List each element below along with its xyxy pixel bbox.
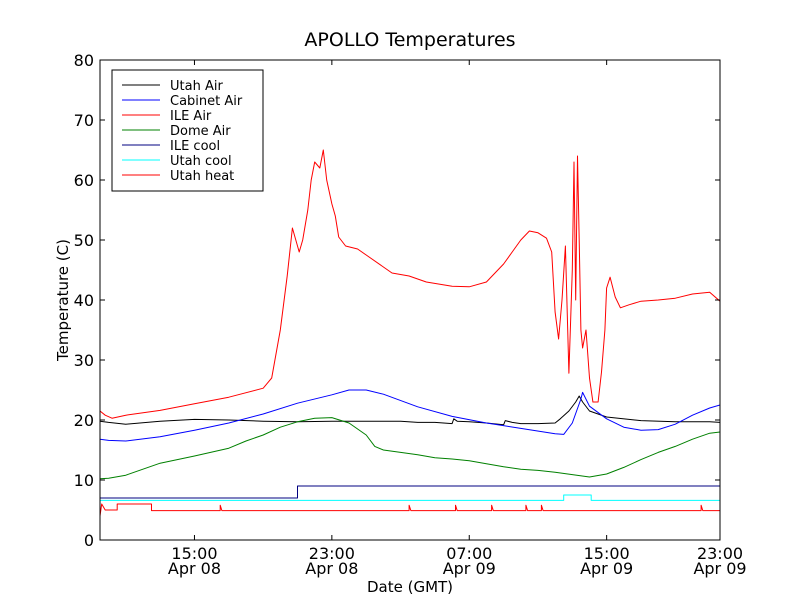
series-line-cabinet-air — [100, 389, 720, 442]
plot-frame — [99, 59, 721, 541]
series-line-utah-heat — [100, 503, 720, 517]
y-tick-label: 80 — [74, 51, 94, 70]
legend-label: Utah Air — [170, 79, 223, 94]
series-layer — [100, 149, 720, 517]
y-tick-label: 30 — [74, 351, 94, 370]
series-line-utah-cool — [100, 494, 720, 501]
y-axis-label: Temperature (C) — [54, 239, 72, 362]
x-tick-label-date: Apr 09 — [443, 559, 496, 578]
x-tick-label-time: 15:00 — [171, 544, 217, 563]
y-ticks: 0 10 20 30 40 50 60 70 80 — [74, 51, 720, 550]
y-tick-label: 60 — [74, 171, 94, 190]
x-tick-label-time: 07:00 — [446, 544, 492, 563]
chart-title: APOLLO Temperatures — [304, 29, 515, 51]
legend-label: ILE Air — [170, 109, 212, 124]
x-tick-label-time: 23:00 — [697, 544, 743, 563]
y-tick-label: 0 — [84, 531, 94, 550]
legend-label: Cabinet Air — [170, 94, 243, 109]
series-line-dome-air — [100, 417, 720, 480]
y-tick-label: 50 — [74, 231, 94, 250]
x-tick-label-date: Apr 09 — [693, 559, 746, 578]
x-tick-label-date: Apr 08 — [168, 559, 221, 578]
x-tick-label-time: 15:00 — [584, 544, 630, 563]
legend-label: Dome Air — [170, 124, 231, 139]
y-tick-label: 70 — [74, 111, 94, 130]
legend-label: Utah cool — [170, 154, 232, 169]
x-tick-label-date: Apr 09 — [580, 559, 633, 578]
y-tick-label: 10 — [74, 471, 94, 490]
y-tick-label: 20 — [74, 411, 94, 430]
legend-label: Utah heat — [170, 169, 234, 184]
x-tick-label-date: Apr 08 — [305, 559, 358, 578]
x-tick-label-time: 23:00 — [309, 544, 355, 563]
series-line-ile-air — [100, 149, 720, 419]
y-tick-label: 40 — [74, 291, 94, 310]
series-line-ile-cool — [100, 485, 720, 499]
legend-label: ILE cool — [170, 139, 220, 154]
x-axis-label: Date (GMT) — [367, 578, 453, 596]
